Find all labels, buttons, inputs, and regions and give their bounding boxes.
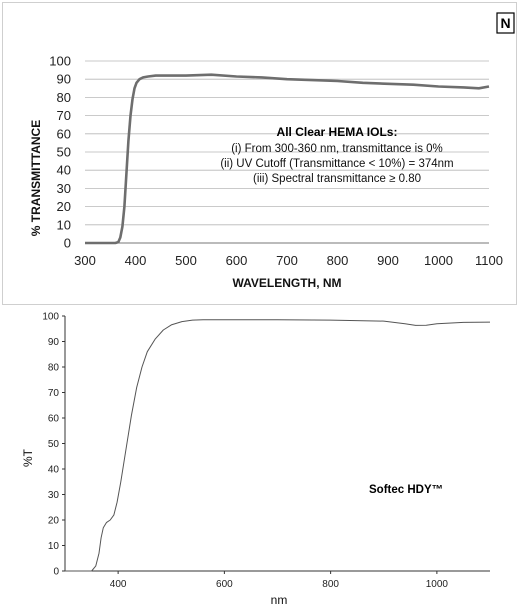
top-x-axis-title: WAVELENGTH, NM — [232, 276, 341, 290]
top-x-tick-label: 900 — [377, 253, 399, 268]
bottom-y-tick-label: 100 — [42, 312, 59, 323]
bottom-y-tick-label: 30 — [48, 490, 60, 501]
bottom-x-tick-label: 400 — [110, 579, 127, 590]
bottom-x-tick-label: 1000 — [426, 579, 449, 590]
bottom-y-tick-label: 50 — [48, 439, 60, 450]
top-y-tick-label: 70 — [57, 108, 71, 123]
top-y-tick-label: 10 — [57, 217, 71, 232]
top-y-tick-label: 30 — [57, 181, 71, 196]
top-x-tick-label: 400 — [125, 253, 147, 268]
top-x-tick-label: 500 — [175, 253, 197, 268]
top-series-line — [85, 73, 490, 245]
bottom-x-tick-label: 800 — [322, 579, 339, 590]
top-y-tick-label: 50 — [57, 145, 71, 160]
bottom-y-axis-title: %T — [21, 448, 35, 467]
annotation-line-2: (ii) UV Cutoff (Transmittance < 10%) = 3… — [220, 158, 453, 170]
bottom-x-tick-label: 600 — [216, 579, 233, 590]
top-y-tick-label: 20 — [57, 199, 71, 214]
top-x-tick-label: 700 — [276, 253, 298, 268]
top-x-tick-label: 800 — [327, 253, 349, 268]
bottom-y-tick-label: 20 — [48, 516, 60, 527]
top-x-tick-label: 1100 — [475, 253, 503, 268]
top-chart: 0 10 20 30 40 50 60 70 80 90 100 300 400 500 600 700 80… — [29, 12, 515, 290]
bottom-y-tick-label: 10 — [48, 541, 60, 552]
bottom-y-tick-label: 0 — [53, 567, 59, 578]
top-y-tick-label: 0 — [64, 236, 71, 251]
series-annotation-label: Softec HDY™ — [369, 484, 443, 496]
chart-badge: N — [500, 15, 510, 31]
bottom-y-tick-label: 40 — [48, 465, 60, 476]
annotation-line-1: (i) From 300-360 nm, transmittance is 0% — [231, 143, 443, 155]
bottom-y-tick-label: 80 — [48, 363, 60, 374]
top-y-tick-label: 80 — [57, 90, 71, 105]
top-y-tick-label: 40 — [57, 163, 71, 178]
chart-badge-box — [496, 12, 515, 34]
top-y-tick-label: 100 — [49, 54, 71, 69]
top-x-tick-label: 1000 — [424, 253, 453, 268]
top-y-tick-label: 60 — [57, 126, 71, 141]
top-y-axis-title: % TRANSMITTANCE — [29, 120, 43, 236]
annotation-line-3: (iii) Spectral transmittance ≥ 0.80 — [253, 173, 421, 185]
bottom-y-tick-label: 70 — [48, 388, 60, 399]
bottom-y-tick-label: 60 — [48, 414, 60, 425]
top-chart-panel: 0 10 20 30 40 50 60 70 80 90 100 300 400 500 600 700 80… — [2, 2, 517, 305]
annotation-title: All Clear HEMA IOLs: — [277, 125, 398, 139]
bottom-chart-panel: 0 10 20 30 40 50 60 70 80 90 100 400 600 800 1000 %T … — [2, 308, 520, 612]
top-y-tick-label: 90 — [57, 72, 71, 87]
bottom-x-axis-title: nm — [271, 593, 288, 607]
top-x-tick-label: 300 — [74, 253, 96, 268]
bottom-y-tick-label: 90 — [48, 337, 60, 348]
top-x-tick-label: 600 — [226, 253, 248, 268]
bottom-series-line — [65, 319, 491, 572]
